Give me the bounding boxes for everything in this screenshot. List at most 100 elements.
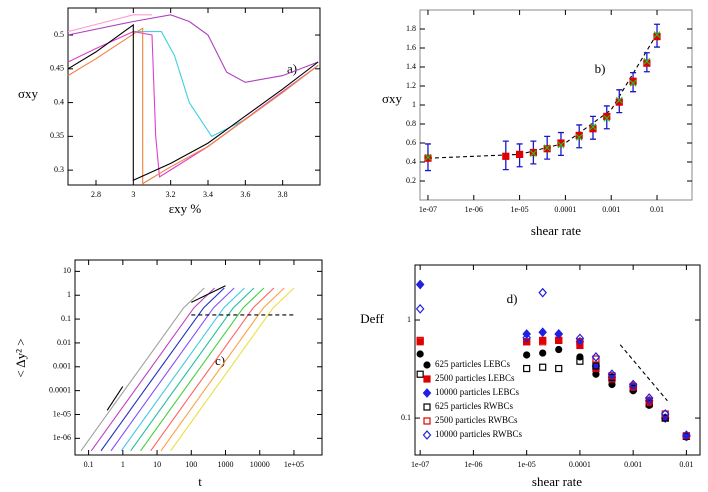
series-line [170,287,295,452]
series-line [160,287,285,452]
marker [557,139,565,147]
marker [603,114,611,122]
y-tick-label: 1 [67,290,71,299]
y-tick-label: 0.45 [50,64,64,73]
marker [660,409,670,419]
x-tick-label: 3 [131,190,135,199]
panel-label: a) [287,61,297,76]
marker [592,355,600,363]
x-tick-label: 0.0001 [554,205,576,214]
series-line [90,287,215,452]
legend-marker [423,375,431,383]
series-line [427,33,658,159]
x-tick-label: 0.01 [679,460,693,469]
y-axis-label: < Δy² > [13,338,28,377]
x-tick-label: 3.2 [166,190,176,199]
y-tick-label: 0.35 [50,131,64,140]
legend-marker [423,403,431,411]
y-tick-label: 1 [407,315,411,324]
x-tick-label: 2.8 [91,190,101,199]
y-tick-label: 1.4 [406,62,416,71]
marker [643,59,651,67]
marker [538,327,547,338]
y-tick-label: 1 [412,100,416,109]
marker [682,430,691,441]
x-tick-label: 0.01 [650,205,664,214]
marker [576,338,584,346]
series-line [133,31,319,138]
marker [589,125,597,133]
marker [653,31,661,39]
x-tick-label: 1e-05 [518,460,536,469]
x-tick-label: 0.0001 [569,460,591,469]
series-line [100,287,225,452]
x-tick-label: 0.001 [602,205,620,214]
marker [538,287,547,298]
x-axis-label: εxy % [169,201,202,216]
marker [539,363,547,371]
series-line [150,287,275,452]
series-line [80,287,205,452]
marker [515,150,524,158]
marker [543,144,551,152]
marker [424,154,432,162]
series-line [67,14,319,83]
legend-label: 625 particles LEBCs [435,359,510,369]
marker [629,79,637,87]
marker [644,393,654,403]
marker [523,351,531,359]
y-tick-label: 0.1 [401,413,411,422]
series-line [191,285,226,303]
marker [575,131,583,139]
marker [415,279,425,290]
y-tick-label: 0.3 [54,165,64,174]
marker [557,141,565,149]
marker [575,333,585,344]
y-tick-label: 1.2 [406,81,416,90]
x-tick-label: 1e-05 [510,205,528,214]
y-tick-label: 0.2 [406,176,416,185]
marker [589,123,597,131]
marker [591,361,601,371]
legend-label: 2500 particles LEBCs [435,373,515,383]
marker [416,350,424,358]
legend-label: 625 particles RWBCs [435,401,513,411]
marker [653,32,661,41]
marker [592,362,600,370]
x-tick-label: 1e-06 [464,460,482,469]
x-tick-label: 3.8 [278,190,288,199]
y-tick-label: 1.6 [406,43,416,52]
marker [575,133,583,141]
x-axis-label: t [198,474,202,489]
x-tick-label: 0.1 [84,460,94,469]
marker [615,98,623,106]
marker [415,303,425,314]
marker [502,152,510,160]
marker [615,96,623,104]
plot-frame [419,9,693,201]
x-tick-label: 100 [185,460,197,469]
panel-label: d) [507,291,518,306]
y-axis-label: Deff [360,311,384,326]
marker [523,364,531,373]
y-tick-label: 0.4 [54,97,64,106]
x-tick-label: 0.001 [624,460,642,469]
y-tick-label: 0.4 [406,157,416,166]
y-tick-label: 0.0001 [49,385,71,394]
series-line [67,31,319,178]
y-tick-label: 0.01 [57,338,71,347]
marker [661,414,669,422]
legend-label: 2500 particles RWBCs [435,415,518,425]
x-tick-label: 1e-06 [465,205,483,214]
y-tick-label: 0.5 [54,30,64,39]
plot-frame [414,264,701,456]
series-line [106,386,124,411]
y-tick-label: 1e-05 [53,409,71,418]
y-axis-label: σxy [18,86,39,101]
legend-label: 10000 particles RWBCs [435,429,522,439]
marker [554,329,564,339]
marker [628,379,638,390]
panel-label: c) [215,353,225,368]
marker [629,382,637,391]
